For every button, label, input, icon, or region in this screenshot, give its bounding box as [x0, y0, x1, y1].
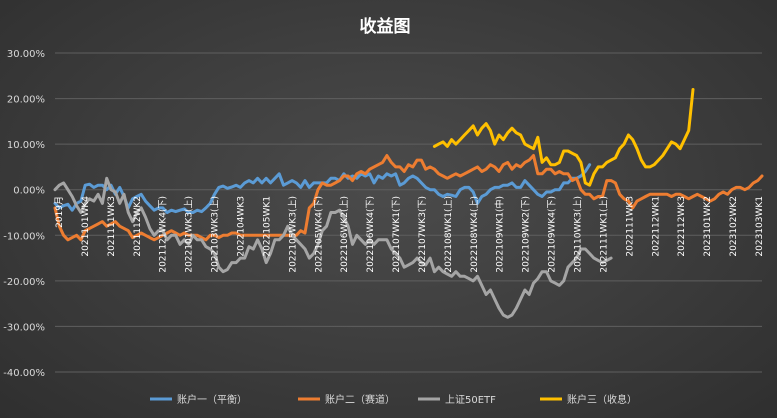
- y-tick-label: 30.00%: [7, 49, 45, 60]
- x-tick-label: 2022107WK3(下): [418, 196, 428, 273]
- y-tick-label: 20.00%: [7, 95, 45, 106]
- x-tick-label: 2021101WK4: [81, 196, 91, 257]
- x-tick-label: 2023103WK1: [755, 196, 765, 257]
- series-line-3: [432, 88, 695, 187]
- x-tick-label: 2023102WK2: [729, 196, 739, 257]
- x-tick-label: 2022111WK3: [625, 196, 635, 257]
- x-axis-tick-labels: 2019月 2021101WK4 2021111WK3 2021112WK2 20211…: [54, 196, 765, 273]
- x-tick-label: 2022101WK3(上): [184, 196, 195, 273]
- series-layer: [53, 88, 764, 319]
- y-tick-label: 10.00%: [7, 140, 45, 151]
- x-tick-label: 2022112WK1: [651, 196, 661, 257]
- x-tick-label: 2022112WK3: [677, 196, 687, 257]
- x-tick-label: 2022103WK3(上): [210, 196, 221, 273]
- y-axis-tick-labels: 30.00% 20.00% 10.00% 0.00% -10.00% -20.00% -30…: [3, 49, 45, 379]
- y-tick-label: -20.00%: [3, 277, 45, 288]
- x-tick-label: 2019月: [54, 196, 65, 228]
- x-tick-label: 2022104WK3: [236, 196, 246, 257]
- x-tick-label: 2022107WK1(下): [392, 196, 402, 273]
- legend-label-3: 账户三（收息）: [567, 393, 637, 406]
- x-tick-label: 2022109WK2(下): [522, 196, 532, 273]
- x-tick-label: 2023101WK2: [703, 196, 713, 257]
- y-tick-label: -30.00%: [3, 322, 45, 333]
- x-tick-label: 2021112WK2: [133, 196, 143, 257]
- x-tick-label: 2021111WK3: [107, 196, 117, 257]
- x-tick-label: 2022105WK1: [262, 196, 272, 257]
- x-tick-label: 2022106WK2(上): [339, 196, 350, 273]
- x-tick-label: 2022106WK4(下): [366, 196, 376, 273]
- x-tick-label: 2022108WK1(上): [443, 196, 454, 273]
- legend-label-2: 上证50ETF: [445, 394, 496, 406]
- x-tick-label: 2022110WK3(上): [573, 196, 584, 273]
- x-tick-label: 2022105WK3(上): [287, 196, 298, 273]
- series-line-2: [53, 176, 613, 319]
- x-tick-label: 2022111WK1(上): [598, 196, 609, 273]
- x-tick-label: 2022108WK4(上): [469, 196, 480, 273]
- legend-label-1: 账户二（赛道）: [325, 393, 395, 406]
- legend-label-0: 账户一（平衡）: [177, 393, 247, 406]
- x-tick-label: 2021121WK4(下): [159, 196, 169, 273]
- y-tick-label: -40.00%: [3, 368, 45, 379]
- y-tick-label: 0.00%: [13, 186, 45, 197]
- series-line-1: [53, 154, 764, 242]
- y-tick-label: -10.00%: [3, 231, 45, 242]
- x-tick-label: 2022109WK4(下): [548, 196, 558, 273]
- x-tick-label: 2022109WK1(中): [494, 196, 506, 273]
- x-tick-label: 2022105WK4(下): [314, 196, 324, 273]
- legend: 账户一（平衡） 账户二（赛道） 上证50ETF 账户三（收息）: [150, 393, 637, 406]
- chart-title: 收益图: [360, 16, 411, 37]
